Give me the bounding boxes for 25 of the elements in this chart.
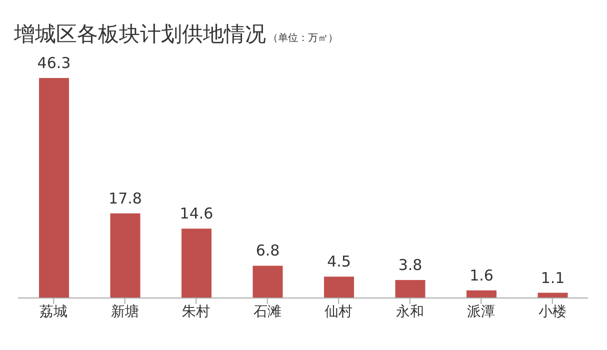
x-tick-label: 派潭 (467, 304, 496, 320)
data-label: 1.1 (540, 268, 565, 287)
x-tick-label: 荔城 (40, 304, 68, 320)
x-tick-label: 新塘 (110, 304, 139, 320)
x-tick-label: 仙村 (324, 304, 353, 320)
x-tick-label: 朱村 (182, 304, 210, 320)
bar (252, 266, 283, 298)
x-tick-label: 石滩 (253, 304, 282, 320)
bar (466, 290, 496, 298)
bar (395, 280, 426, 298)
bar (324, 276, 354, 298)
x-tick-label: 永和 (396, 304, 424, 320)
data-label: 1.6 (470, 266, 494, 284)
bar (39, 78, 69, 298)
bar (182, 228, 212, 298)
chart-subtitle: （单位：万㎡） (268, 33, 338, 44)
data-label: 17.8 (108, 189, 142, 208)
bar (110, 213, 140, 298)
data-label: 4.5 (327, 252, 351, 271)
data-label: 14.6 (180, 204, 214, 223)
data-label: 6.8 (256, 242, 280, 260)
chart-title: 增城区各板块计划供地情况 (14, 22, 266, 46)
x-tick-label: 小楼 (538, 304, 566, 320)
data-label: 3.8 (398, 256, 422, 274)
data-label: 46.3 (37, 54, 71, 72)
